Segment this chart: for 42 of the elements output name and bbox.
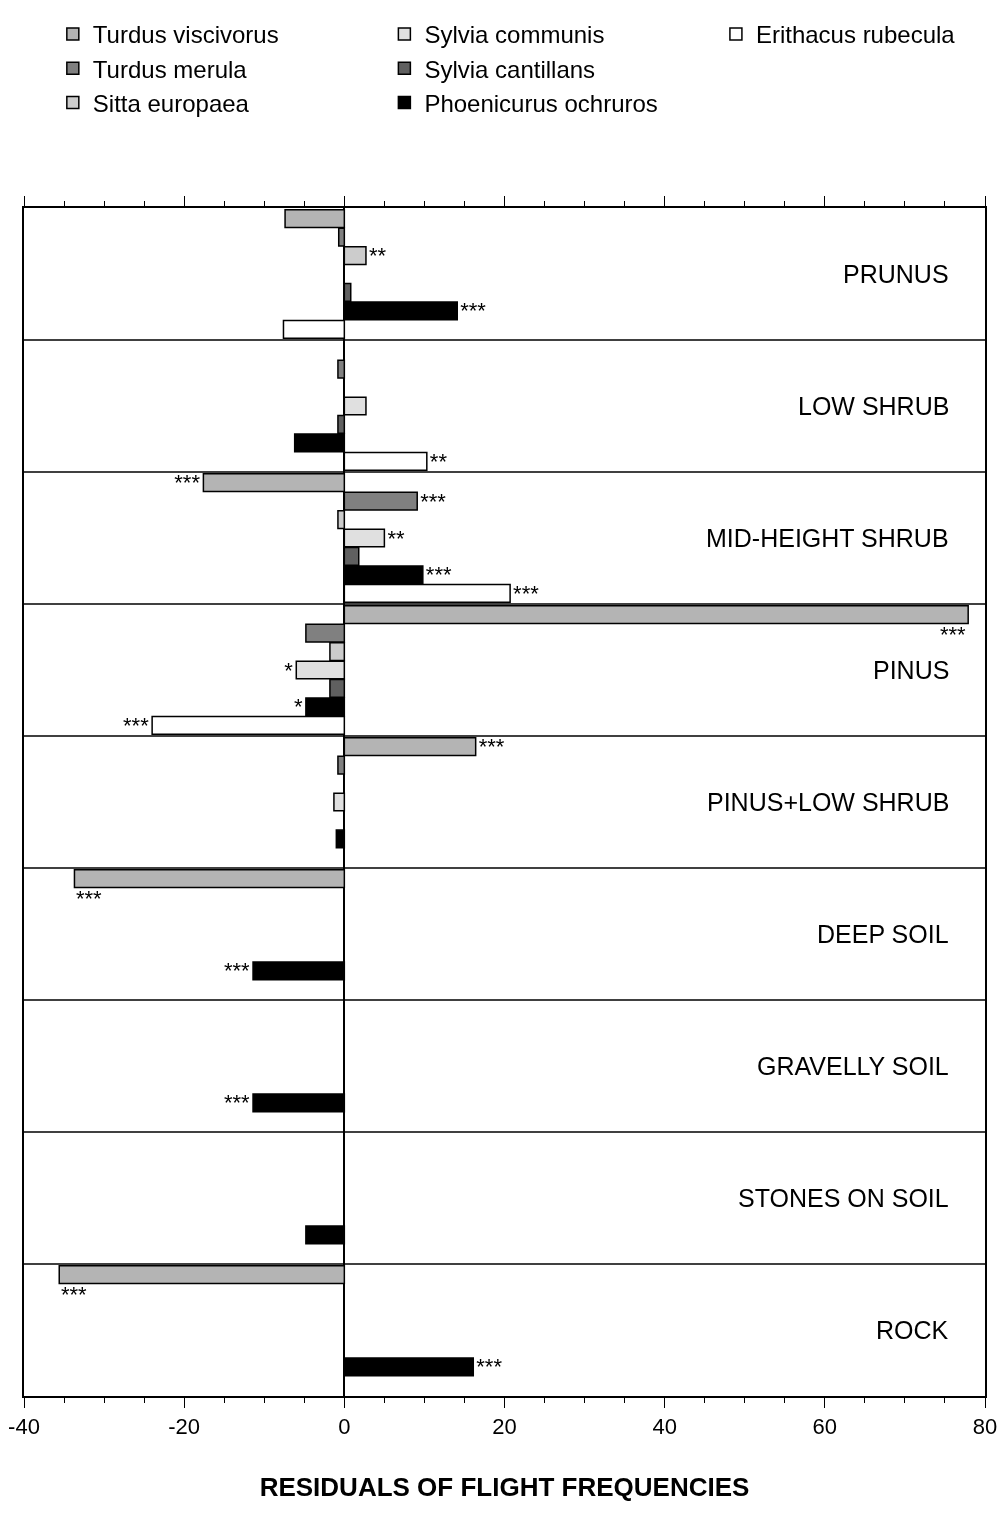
x-tick-label: -40 bbox=[8, 1414, 40, 1440]
data-label: *** bbox=[460, 298, 487, 324]
x-tick-label: 20 bbox=[492, 1414, 517, 1440]
legend-label: Turdus viscivorus bbox=[92, 21, 279, 49]
x-tick-label: -20 bbox=[168, 1414, 201, 1440]
data-label: *** bbox=[420, 488, 447, 514]
data-label: * bbox=[293, 694, 303, 720]
data-label: *** bbox=[425, 562, 452, 588]
legend-label: Turdus merula bbox=[92, 55, 248, 83]
x-tick-label: 40 bbox=[652, 1414, 677, 1440]
y-tick-label: STONES ON SOIL bbox=[738, 1184, 949, 1212]
legend-label: Phoenicurus ochruros bbox=[424, 89, 658, 117]
y-tick-label: DEEP SOIL bbox=[817, 920, 949, 948]
y-tick-label: ROCK bbox=[876, 1316, 949, 1344]
data-label: *** bbox=[61, 1282, 88, 1307]
legend-label: Sitta europaea bbox=[92, 89, 250, 117]
y-tick-label: GRAVELLY SOIL bbox=[757, 1052, 949, 1080]
legend-label: Sylvia cantillans bbox=[424, 55, 596, 83]
data-label: *** bbox=[223, 1090, 251, 1116]
data-label: *** bbox=[940, 622, 967, 647]
y-tick-label: LOW SHRUB bbox=[798, 392, 950, 420]
y-tick-label: MID-HEIGHT SHRUB bbox=[706, 524, 949, 552]
data-label: *** bbox=[174, 470, 201, 496]
data-label: *** bbox=[513, 580, 540, 606]
data-label: * bbox=[284, 657, 294, 683]
x-axis-title: RESIDUALS OF FLIGHT FREQUENCIES bbox=[259, 1472, 750, 1503]
data-label: ** bbox=[387, 525, 405, 551]
x-tick-label: 60 bbox=[812, 1414, 838, 1440]
data-label: *** bbox=[123, 712, 150, 738]
x-tick-label: 80 bbox=[972, 1414, 998, 1440]
data-label: *** bbox=[476, 1354, 503, 1380]
x-tick-label: 0 bbox=[338, 1414, 351, 1440]
legend-label: Sylvia communis bbox=[424, 21, 605, 49]
legend-label: Erithacus rubecula bbox=[755, 21, 956, 49]
data-label: ** bbox=[429, 448, 448, 474]
data-label: *** bbox=[223, 958, 251, 984]
data-label: *** bbox=[478, 734, 505, 760]
data-label: *** bbox=[76, 886, 103, 911]
y-tick-label: PRUNUS bbox=[843, 260, 949, 288]
y-tick-label: PINUS+LOW SHRUB bbox=[707, 788, 950, 816]
data-label: ** bbox=[368, 243, 387, 269]
y-tick-label: PINUS bbox=[873, 656, 950, 684]
